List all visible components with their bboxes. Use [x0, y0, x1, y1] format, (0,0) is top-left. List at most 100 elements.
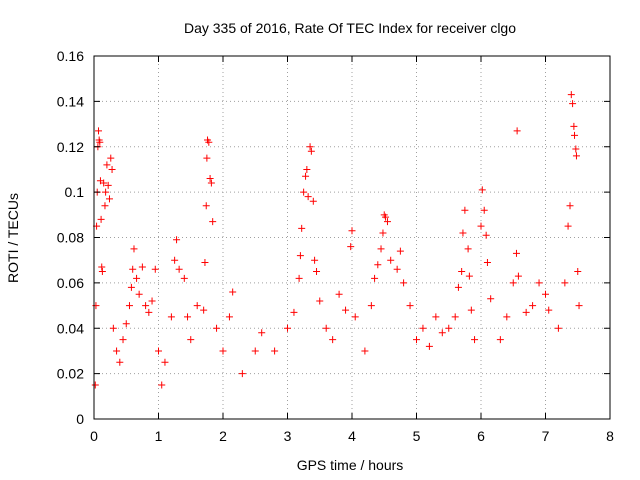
data-point: [200, 306, 208, 314]
data-point: [387, 256, 395, 264]
x-tick-label: 4: [348, 428, 356, 444]
data-point: [477, 222, 485, 230]
data-point: [184, 313, 192, 321]
data-point: [201, 258, 209, 266]
data-point: [371, 274, 379, 282]
data-point: [348, 227, 356, 235]
data-point: [432, 313, 440, 321]
data-point: [193, 302, 201, 310]
data-point: [202, 202, 210, 210]
data-point: [461, 206, 469, 214]
data-point: [304, 193, 312, 201]
data-point: [306, 143, 314, 151]
data-point: [105, 195, 113, 203]
data-point: [290, 308, 298, 316]
data-point: [138, 263, 146, 271]
data-point: [307, 147, 315, 155]
data-point: [512, 249, 520, 257]
y-tick-label: 0.16: [57, 48, 84, 64]
data-point: [284, 324, 291, 332]
data-point: [566, 202, 574, 210]
x-tick-label: 0: [90, 428, 98, 444]
data-point: [311, 256, 319, 264]
x-tick-label: 1: [155, 428, 163, 444]
data-point: [206, 175, 214, 183]
data-point: [151, 265, 159, 273]
data-point: [180, 274, 188, 282]
data-point: [400, 279, 408, 287]
data-point: [298, 224, 306, 232]
data-point: [377, 245, 385, 253]
data-point: [496, 336, 504, 344]
data-point: [92, 302, 100, 310]
data-point: [145, 308, 153, 316]
x-tick-label: 5: [413, 428, 421, 444]
axis-ticks: 0 1 2 3 4 5 6 7 8 0 0.02 0.04 0.06 0.08 0.1 0.12 0.14 0.1…: [57, 48, 614, 444]
data-point: [419, 324, 427, 332]
y-tick-label: 0.02: [57, 366, 84, 382]
data-point: [161, 358, 169, 366]
data-point: [575, 302, 583, 310]
data-point: [542, 290, 549, 298]
data-point: [572, 152, 580, 160]
data-point: [251, 347, 259, 355]
grid-lines: [94, 56, 610, 419]
data-point: [209, 218, 217, 226]
data-point: [107, 154, 115, 162]
data-point: [406, 302, 414, 310]
data-point: [135, 290, 143, 298]
data-point: [187, 336, 195, 344]
data-point: [116, 358, 124, 366]
data-point: [207, 179, 215, 187]
data-point: [564, 222, 572, 230]
data-point: [219, 347, 227, 355]
data-point: [464, 245, 472, 253]
data-point: [561, 279, 569, 287]
x-tick-label: 7: [542, 428, 550, 444]
x-tick-label: 3: [284, 428, 292, 444]
data-point: [155, 347, 162, 355]
data-point: [569, 100, 577, 108]
data-point: [571, 131, 579, 139]
data-point: [459, 229, 467, 237]
data-point: [171, 256, 179, 264]
data-point: [413, 336, 420, 344]
data-point: [133, 274, 141, 282]
data-point: [101, 202, 109, 210]
data-point: [295, 274, 303, 282]
data-point: [313, 268, 321, 276]
data-point: [438, 329, 446, 337]
data-point: [379, 229, 387, 237]
data-point: [175, 265, 183, 273]
data-point: [445, 324, 453, 332]
data-point: [465, 272, 473, 280]
data-point: [158, 381, 166, 389]
data-point: [396, 247, 404, 255]
y-tick-label: 0.14: [57, 93, 84, 109]
data-point: [173, 236, 181, 244]
data-point: [509, 279, 517, 287]
data-point: [335, 290, 343, 298]
data-point: [296, 252, 304, 260]
data-point: [203, 154, 211, 162]
y-tick-label: 0.08: [57, 230, 84, 246]
data-point: [347, 243, 355, 251]
data-point: [574, 268, 582, 276]
data-point: [302, 172, 310, 180]
data-point: [205, 138, 213, 146]
data-point: [382, 213, 390, 221]
data-point: [554, 324, 562, 332]
y-tick-label: 0.1: [65, 184, 85, 200]
data-point: [322, 324, 330, 332]
data-point: [127, 283, 135, 291]
data-point: [96, 138, 104, 146]
data-point: [271, 347, 279, 355]
data-point: [300, 188, 308, 196]
x-tick-label: 2: [219, 428, 227, 444]
data-point: [103, 161, 111, 169]
data-point: [225, 313, 233, 321]
data-point: [572, 145, 580, 153]
data-point: [467, 306, 475, 314]
data-point: [361, 347, 369, 355]
